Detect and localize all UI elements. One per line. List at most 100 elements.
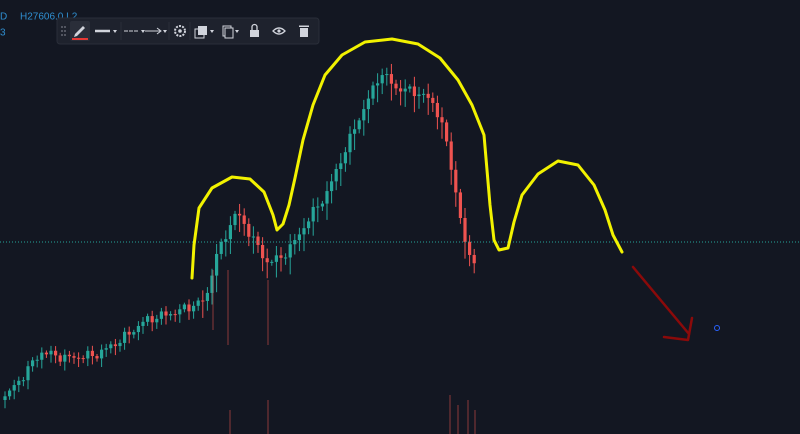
candle-body: [132, 332, 136, 335]
candle-body: [21, 380, 25, 382]
settings-button[interactable]: [174, 25, 186, 37]
pencil-color-button[interactable]: [70, 21, 90, 41]
lock-button[interactable]: [250, 23, 259, 38]
candle-body: [95, 356, 99, 359]
candle-body: [343, 152, 347, 164]
candle-body: [201, 300, 205, 302]
drawing-arrow: [631, 265, 694, 342]
candle-body: [270, 261, 274, 263]
candle-body: [256, 236, 260, 245]
candle-body: [371, 85, 375, 99]
candle-body: [445, 122, 449, 142]
visibility-button[interactable]: [272, 27, 286, 35]
candle-body: [49, 350, 53, 355]
candle-body: [155, 318, 159, 323]
legend-interval: D: [0, 12, 7, 23]
candle-body: [265, 258, 269, 263]
candle-body: [311, 206, 315, 222]
candle-body: [228, 225, 232, 240]
clone-button[interactable]: [222, 25, 239, 39]
candle-body: [334, 168, 338, 182]
visual-order-button[interactable]: [194, 26, 214, 39]
arrow-style-button[interactable]: [145, 27, 167, 35]
candle-body: [3, 396, 7, 400]
candle-body: [458, 192, 462, 218]
candle-body: [182, 304, 186, 310]
candle-body: [274, 255, 278, 262]
candle-body: [348, 133, 352, 153]
candle-body: [279, 255, 283, 258]
candle-body: [205, 292, 209, 301]
candle-body: [159, 311, 163, 319]
candle-body: [389, 74, 393, 84]
drawing-curve: [190, 37, 624, 280]
candle-body: [192, 305, 196, 312]
candle-body: [173, 314, 177, 316]
drawing-toolbar: [56, 17, 320, 45]
candle-body: [224, 239, 228, 242]
candle-body: [403, 88, 407, 92]
candle-body: [472, 254, 476, 264]
candle-body: [339, 163, 343, 169]
candle-body: [380, 75, 384, 84]
candle-body: [412, 86, 416, 97]
candle-body: [187, 304, 191, 312]
candle-body: [40, 352, 44, 360]
candle-body: [426, 93, 430, 98]
candle-body: [376, 83, 380, 86]
candle-body: [330, 181, 334, 192]
candle-body: [136, 325, 140, 333]
drag-handle[interactable]: [61, 26, 66, 36]
candle-body: [17, 380, 21, 386]
candle-body: [357, 120, 361, 130]
candle-body: [72, 356, 76, 358]
candles: [3, 63, 476, 434]
delete-button[interactable]: [299, 25, 309, 38]
candle-body: [353, 129, 357, 134]
candle-body: [113, 344, 117, 347]
legend-line: 3: [0, 28, 6, 39]
candle-body: [67, 354, 71, 357]
candle-body: [454, 169, 458, 193]
candle-body: [385, 74, 389, 76]
candle-body: [316, 206, 320, 208]
candle-body: [463, 217, 467, 242]
candle-body: [449, 141, 453, 170]
candle-body: [8, 390, 12, 397]
candle-body: [44, 352, 48, 355]
candle-body: [26, 366, 30, 381]
line-width-button[interactable]: [95, 29, 117, 33]
candle-body: [247, 223, 251, 237]
candle-body: [417, 94, 421, 97]
candle-body: [320, 203, 324, 207]
candle-body: [81, 358, 85, 360]
candle-body: [431, 97, 435, 103]
candle-body: [12, 385, 16, 391]
candle-body: [63, 354, 67, 362]
candle-body: [31, 360, 35, 367]
line-style-button[interactable]: [124, 30, 145, 33]
candle-body: [307, 221, 311, 229]
candle-body: [210, 275, 214, 293]
candle-body: [261, 244, 265, 259]
candle-body: [178, 309, 182, 315]
candle-body: [238, 213, 242, 216]
candle-body: [408, 86, 412, 89]
legend-ohlc: H27606.0 L2: [20, 12, 78, 23]
anchor-point[interactable]: [714, 325, 720, 331]
candle-body: [100, 349, 104, 359]
candle-body: [366, 98, 370, 110]
candle-body: [196, 300, 200, 306]
candle-body: [215, 253, 219, 276]
candle-body: [146, 316, 150, 322]
candle-body: [109, 344, 113, 349]
candle-body: [468, 241, 472, 255]
candle-body: [435, 102, 439, 118]
arrow-shaft: [631, 265, 691, 336]
candle-body: [54, 350, 58, 356]
candle-body: [104, 348, 108, 350]
candle-body: [233, 213, 237, 226]
candle-body: [325, 191, 329, 204]
